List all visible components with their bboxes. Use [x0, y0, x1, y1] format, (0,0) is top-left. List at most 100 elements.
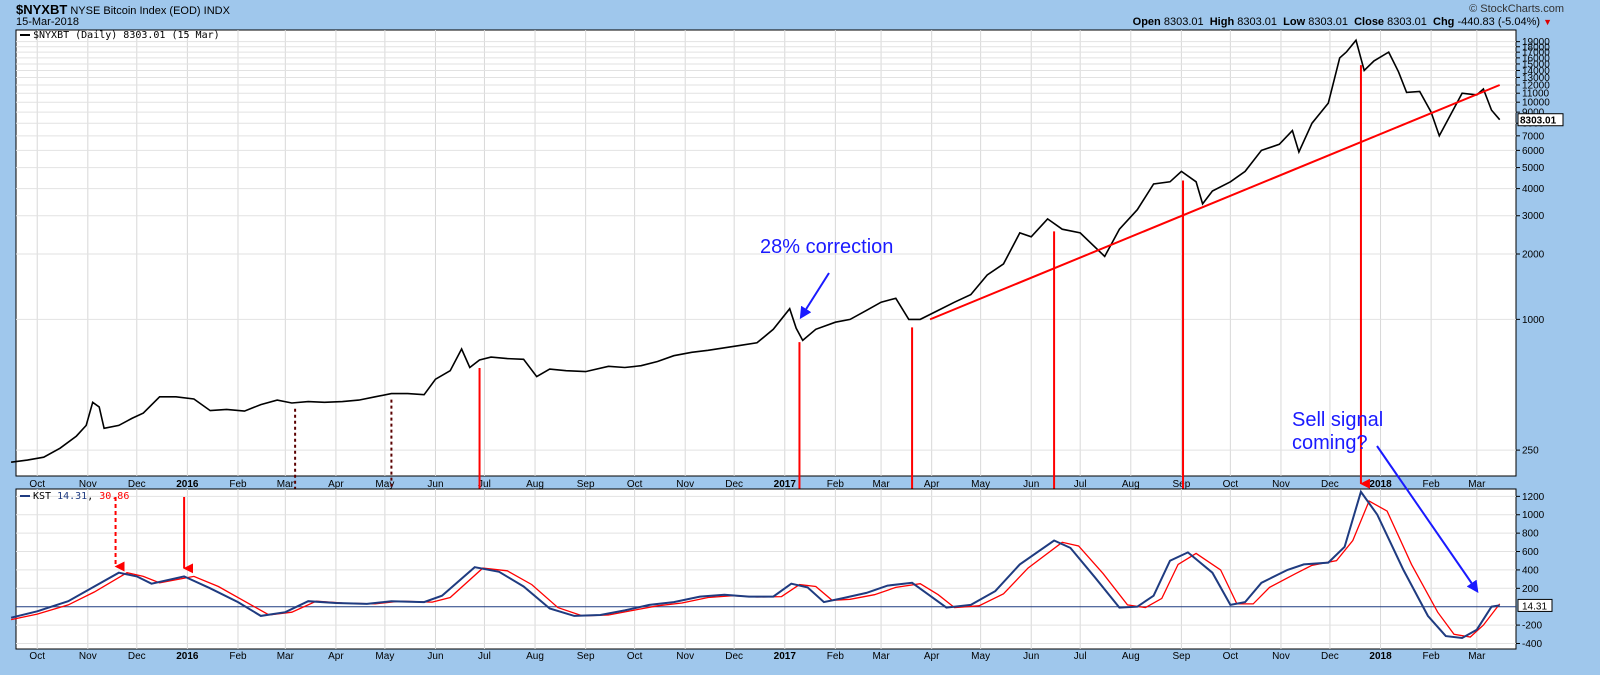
chart-date: 15-Mar-2018 — [16, 16, 79, 28]
price-x-tick: Dec — [725, 479, 743, 490]
kst-y-tick: -400 — [1522, 639, 1542, 650]
price-y-tick: 2000 — [1522, 249, 1545, 260]
price-gridlines — [16, 30, 1516, 476]
kst-x-tick: Oct — [627, 651, 643, 662]
price-x-tick: 2016 — [176, 479, 199, 490]
price-x-tick: Dec — [1321, 479, 1339, 490]
price-y-tick: 6000 — [1522, 146, 1545, 157]
kst-x-tick: Jun — [1023, 651, 1039, 662]
trendline — [929, 84, 1501, 321]
price-x-tick: Sep — [577, 479, 595, 490]
price-x-tick: Feb — [1423, 479, 1441, 490]
kst-x-tick: Oct — [1223, 651, 1239, 662]
kst-y-tick: 1000 — [1522, 510, 1545, 521]
price-x-tick: Mar — [1468, 479, 1486, 490]
kst-x-tick: Nov — [79, 651, 97, 662]
kst-last-tag: 14.31 — [1517, 598, 1553, 612]
kst-last-tag-box — [1517, 598, 1553, 612]
kst-x-tick: Nov — [676, 651, 694, 662]
price-y-tick: 7000 — [1522, 131, 1545, 142]
kst-arrows — [114, 497, 194, 574]
price-y-tick: 10000 — [1522, 98, 1550, 109]
down-triangle-icon: ▼ — [1543, 17, 1552, 27]
price-y-tick: 15000 — [1522, 59, 1550, 70]
kst-x-tick: Aug — [526, 651, 544, 662]
price-x-tick: Mar — [277, 479, 295, 490]
kst-x-tick: Jul — [478, 651, 491, 662]
price-legend-text: $NYXBT (Daily) 8303.01 (15 Mar) — [33, 30, 220, 41]
price-x-tick: Oct — [29, 479, 45, 490]
correction-label: 28% correction — [760, 236, 893, 258]
kst-x-tick: Dec — [725, 651, 743, 662]
kst-y-tick: -200 — [1522, 621, 1542, 632]
kst-x-tick: Oct — [29, 651, 45, 662]
chg-label: Chg — [1433, 16, 1455, 28]
price-x-tick: Nov — [79, 479, 97, 490]
price-x-axis: Oct Nov Dec 2016 Feb Mar Apr May Jun Jul Aug Sep Oct… — [29, 479, 1486, 490]
price-legend: $NYXBT (Daily) 8303.01 (15 Mar) — [20, 30, 220, 41]
kst-x-tick: Jun — [427, 651, 443, 662]
price-x-tick: Jun — [1023, 479, 1039, 490]
sell-signal-label-2: coming? — [1292, 432, 1368, 454]
price-y-axis: 2501000200030004000500060007000800090001… — [1516, 37, 1550, 457]
price-x-tick: 2018 — [1369, 479, 1392, 490]
price-x-tick: Apr — [328, 479, 344, 490]
kst-y-tick: 800 — [1522, 529, 1539, 540]
price-last-tag: 8303.01 — [1517, 113, 1564, 127]
high-value: 8303.01 — [1237, 16, 1278, 28]
price-x-tick: Sep — [1172, 479, 1190, 490]
price-y-tick: 17000 — [1522, 48, 1550, 59]
price-y-tick: 3000 — [1522, 211, 1545, 222]
correction-arrow — [799, 272, 830, 320]
low-value: 8303.01 — [1308, 16, 1348, 28]
low-label: Low — [1283, 16, 1306, 28]
open-label: Open — [1132, 16, 1161, 28]
index-name: NYSE Bitcoin Index (EOD) — [70, 5, 201, 17]
price-y-tick: 1000 — [1522, 315, 1545, 326]
price-y-tick: 18000 — [1522, 42, 1550, 53]
kst-x-tick: Feb — [229, 651, 247, 662]
kst-x-tick: 2018 — [1369, 651, 1392, 662]
price-x-tick: Feb — [827, 479, 845, 490]
price-y-tick: 16000 — [1522, 53, 1550, 64]
price-x-tick: Mar — [872, 479, 890, 490]
price-y-tick: 5000 — [1522, 163, 1545, 174]
price-y-tick: 14000 — [1522, 66, 1550, 77]
kst-panel — [15, 488, 1517, 650]
kst-x-tick: Sep — [577, 651, 595, 662]
price-x-tick: 2017 — [774, 479, 797, 490]
kst-x-tick: Feb — [827, 651, 845, 662]
price-y-tick: 250 — [1522, 446, 1539, 457]
kst-legend-label: KST 14.31, 30.86 — [33, 491, 129, 502]
close-label: Close — [1354, 16, 1385, 28]
kst-x-tick: Feb — [1423, 651, 1441, 662]
price-y-tick: 4000 — [1522, 184, 1545, 195]
kst-x-tick: Aug — [1122, 651, 1140, 662]
symbol: $NYXBT — [16, 2, 68, 17]
kst-x-tick: Apr — [924, 651, 940, 662]
kst-x-tick: Nov — [1272, 651, 1290, 662]
chart-title: $NYXBT NYSE Bitcoin Index (EOD) INDX — [16, 2, 230, 17]
kst-x-tick: 2017 — [774, 651, 797, 662]
price-x-tick: Aug — [526, 479, 544, 490]
exchange: INDX — [203, 5, 230, 17]
close-value: 8303.01 — [1387, 16, 1427, 28]
price-x-tick: Jul — [478, 479, 491, 490]
kst-y-tick: 1200 — [1522, 492, 1545, 503]
price-x-tick: Nov — [1272, 479, 1290, 490]
kst-x-tick: May — [375, 651, 394, 662]
kst-x-tick: Apr — [328, 651, 344, 662]
price-x-tick: Apr — [924, 479, 940, 490]
price-x-tick: Feb — [229, 479, 247, 490]
kst-x-tick: Mar — [1468, 651, 1486, 662]
price-x-tick: Nov — [676, 479, 694, 490]
kst-x-tick: Dec — [1321, 651, 1339, 662]
kst-x-tick: Jul — [1074, 651, 1087, 662]
kst-x-tick: Mar — [872, 651, 890, 662]
kst-x-tick: May — [971, 651, 990, 662]
price-last-tag-box — [1517, 113, 1564, 127]
kst-gridlines — [16, 489, 1516, 649]
sell-signal-label: Sell signal — [1292, 409, 1383, 431]
kst-line — [10, 489, 1500, 640]
